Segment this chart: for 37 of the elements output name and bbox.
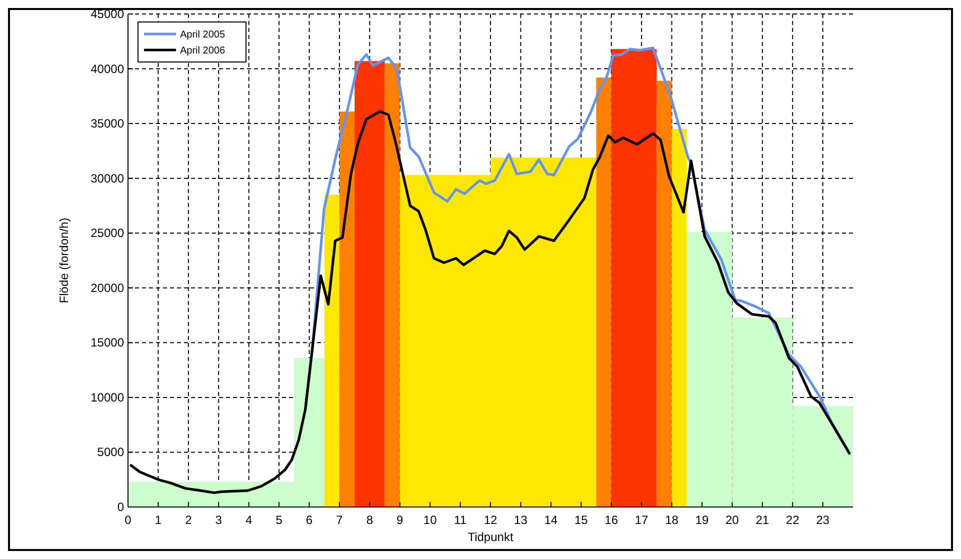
x-tick-label: 2 <box>185 513 192 527</box>
y-tick-label: 45000 <box>90 7 124 21</box>
x-tick-label: 18 <box>665 513 679 527</box>
x-tick-label: 23 <box>816 513 830 527</box>
y-tick-label: 20000 <box>90 280 124 295</box>
x-tick-label: 9 <box>396 513 404 527</box>
y-tick-label: 25000 <box>90 226 124 240</box>
x-tick-label: 22 <box>786 513 800 527</box>
y-tick-label: 0 <box>117 500 124 514</box>
x-tick-label: 14 <box>544 513 558 527</box>
x-tick-label: 12 <box>484 513 498 527</box>
x-tick-label: 4 <box>245 513 252 527</box>
x-axis-title: Tidpunkt <box>468 530 514 544</box>
y-tick-label: 15000 <box>90 336 124 350</box>
x-tick-label: 5 <box>276 513 283 527</box>
x-tick-label: 6 <box>306 513 313 527</box>
x-tick-label: 11 <box>454 513 467 527</box>
x-tick-label: 21 <box>756 513 770 527</box>
x-tick-label: 17 <box>634 513 649 527</box>
x-tick-label: 1 <box>154 513 162 527</box>
y-tick-label: 40000 <box>90 62 124 76</box>
x-tick-label: 16 <box>604 513 618 527</box>
y-tick-label: 35000 <box>90 116 124 131</box>
x-tick-label: 20 <box>725 513 740 527</box>
y-tick-label: 30000 <box>90 171 124 186</box>
legend-label: April 2006 <box>180 46 226 56</box>
y-tick-label: 5000 <box>97 445 124 460</box>
legend-label: April 2005 <box>180 30 226 40</box>
x-tick-label: 3 <box>215 513 222 527</box>
x-tick-label: 19 <box>695 513 709 527</box>
y-tick-label: 10000 <box>90 390 124 404</box>
x-tick-label: 15 <box>574 513 588 527</box>
y-axis-title: Flöde (fordon/h) <box>57 218 71 304</box>
x-tick-label: 13 <box>514 513 528 527</box>
x-tick-label: 10 <box>423 513 438 527</box>
x-tick-label: 7 <box>336 513 344 527</box>
x-tick-label: 8 <box>366 513 374 527</box>
